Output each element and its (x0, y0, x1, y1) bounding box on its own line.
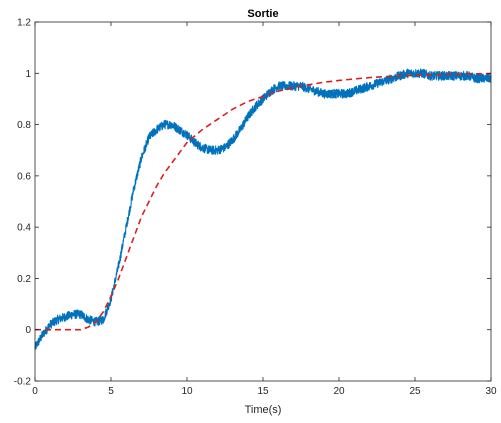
y-tick-label: 0.8 (17, 120, 31, 131)
x-axis: 0 5 10 15 20 25 30 (32, 22, 497, 397)
x-tick-label: 25 (409, 386, 421, 397)
x-tick-label: 20 (333, 386, 345, 397)
series-layer (34, 68, 492, 350)
x-tick-label: 5 (108, 386, 114, 397)
y-tick-label: 1 (25, 69, 31, 80)
y-tick-label: 0.2 (17, 274, 31, 285)
y-tick-label: 0.6 (17, 171, 31, 182)
x-tick-label: 0 (32, 386, 38, 397)
y-tick-label: 1.2 (17, 18, 31, 29)
chart-title: Sortie (247, 8, 278, 20)
y-axis: -0.2 0 0.2 0.4 0.6 0.8 1 1.2 (14, 18, 491, 388)
x-tick-label: 30 (485, 386, 497, 397)
y-tick-label: -0.2 (14, 377, 32, 388)
series-line-model (35, 72, 492, 331)
x-tick-label: 10 (181, 386, 193, 397)
y-tick-label: 0 (25, 325, 31, 336)
plot-area (35, 22, 491, 381)
x-tick-label: 15 (257, 386, 269, 397)
y-tick-label: 0.4 (17, 223, 31, 234)
x-axis-label: Time(s) (245, 404, 282, 416)
